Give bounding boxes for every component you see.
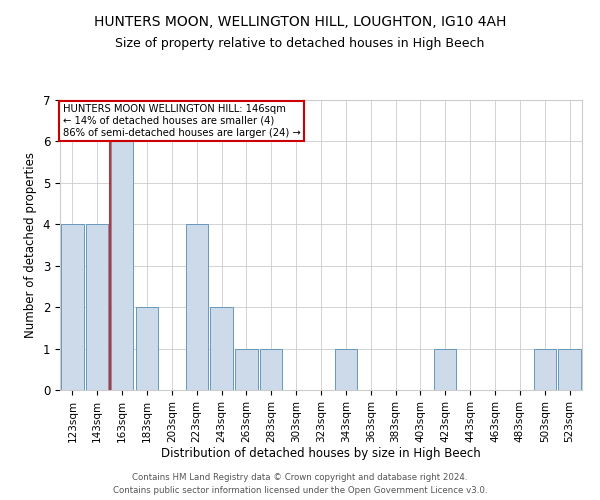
Bar	[335, 348, 357, 390]
Bar	[211, 307, 233, 390]
Text: Contains public sector information licensed under the Open Government Licence v3: Contains public sector information licen…	[113, 486, 487, 495]
Bar	[136, 307, 158, 390]
Bar	[559, 348, 581, 390]
Text: Size of property relative to detached houses in High Beech: Size of property relative to detached ho…	[115, 38, 485, 51]
Text: HUNTERS MOON, WELLINGTON HILL, LOUGHTON, IG10 4AH: HUNTERS MOON, WELLINGTON HILL, LOUGHTON,…	[94, 15, 506, 29]
Bar	[185, 224, 208, 390]
Bar	[260, 348, 283, 390]
Bar	[533, 348, 556, 390]
Text: HUNTERS MOON WELLINGTON HILL: 146sqm
← 14% of detached houses are smaller (4)
86: HUNTERS MOON WELLINGTON HILL: 146sqm ← 1…	[62, 104, 301, 138]
X-axis label: Distribution of detached houses by size in High Beech: Distribution of detached houses by size …	[161, 448, 481, 460]
Y-axis label: Number of detached properties: Number of detached properties	[24, 152, 37, 338]
Bar	[86, 224, 109, 390]
Bar	[235, 348, 257, 390]
Bar	[111, 142, 133, 390]
Bar	[61, 224, 83, 390]
Bar	[434, 348, 457, 390]
Text: Contains HM Land Registry data © Crown copyright and database right 2024.: Contains HM Land Registry data © Crown c…	[132, 472, 468, 482]
